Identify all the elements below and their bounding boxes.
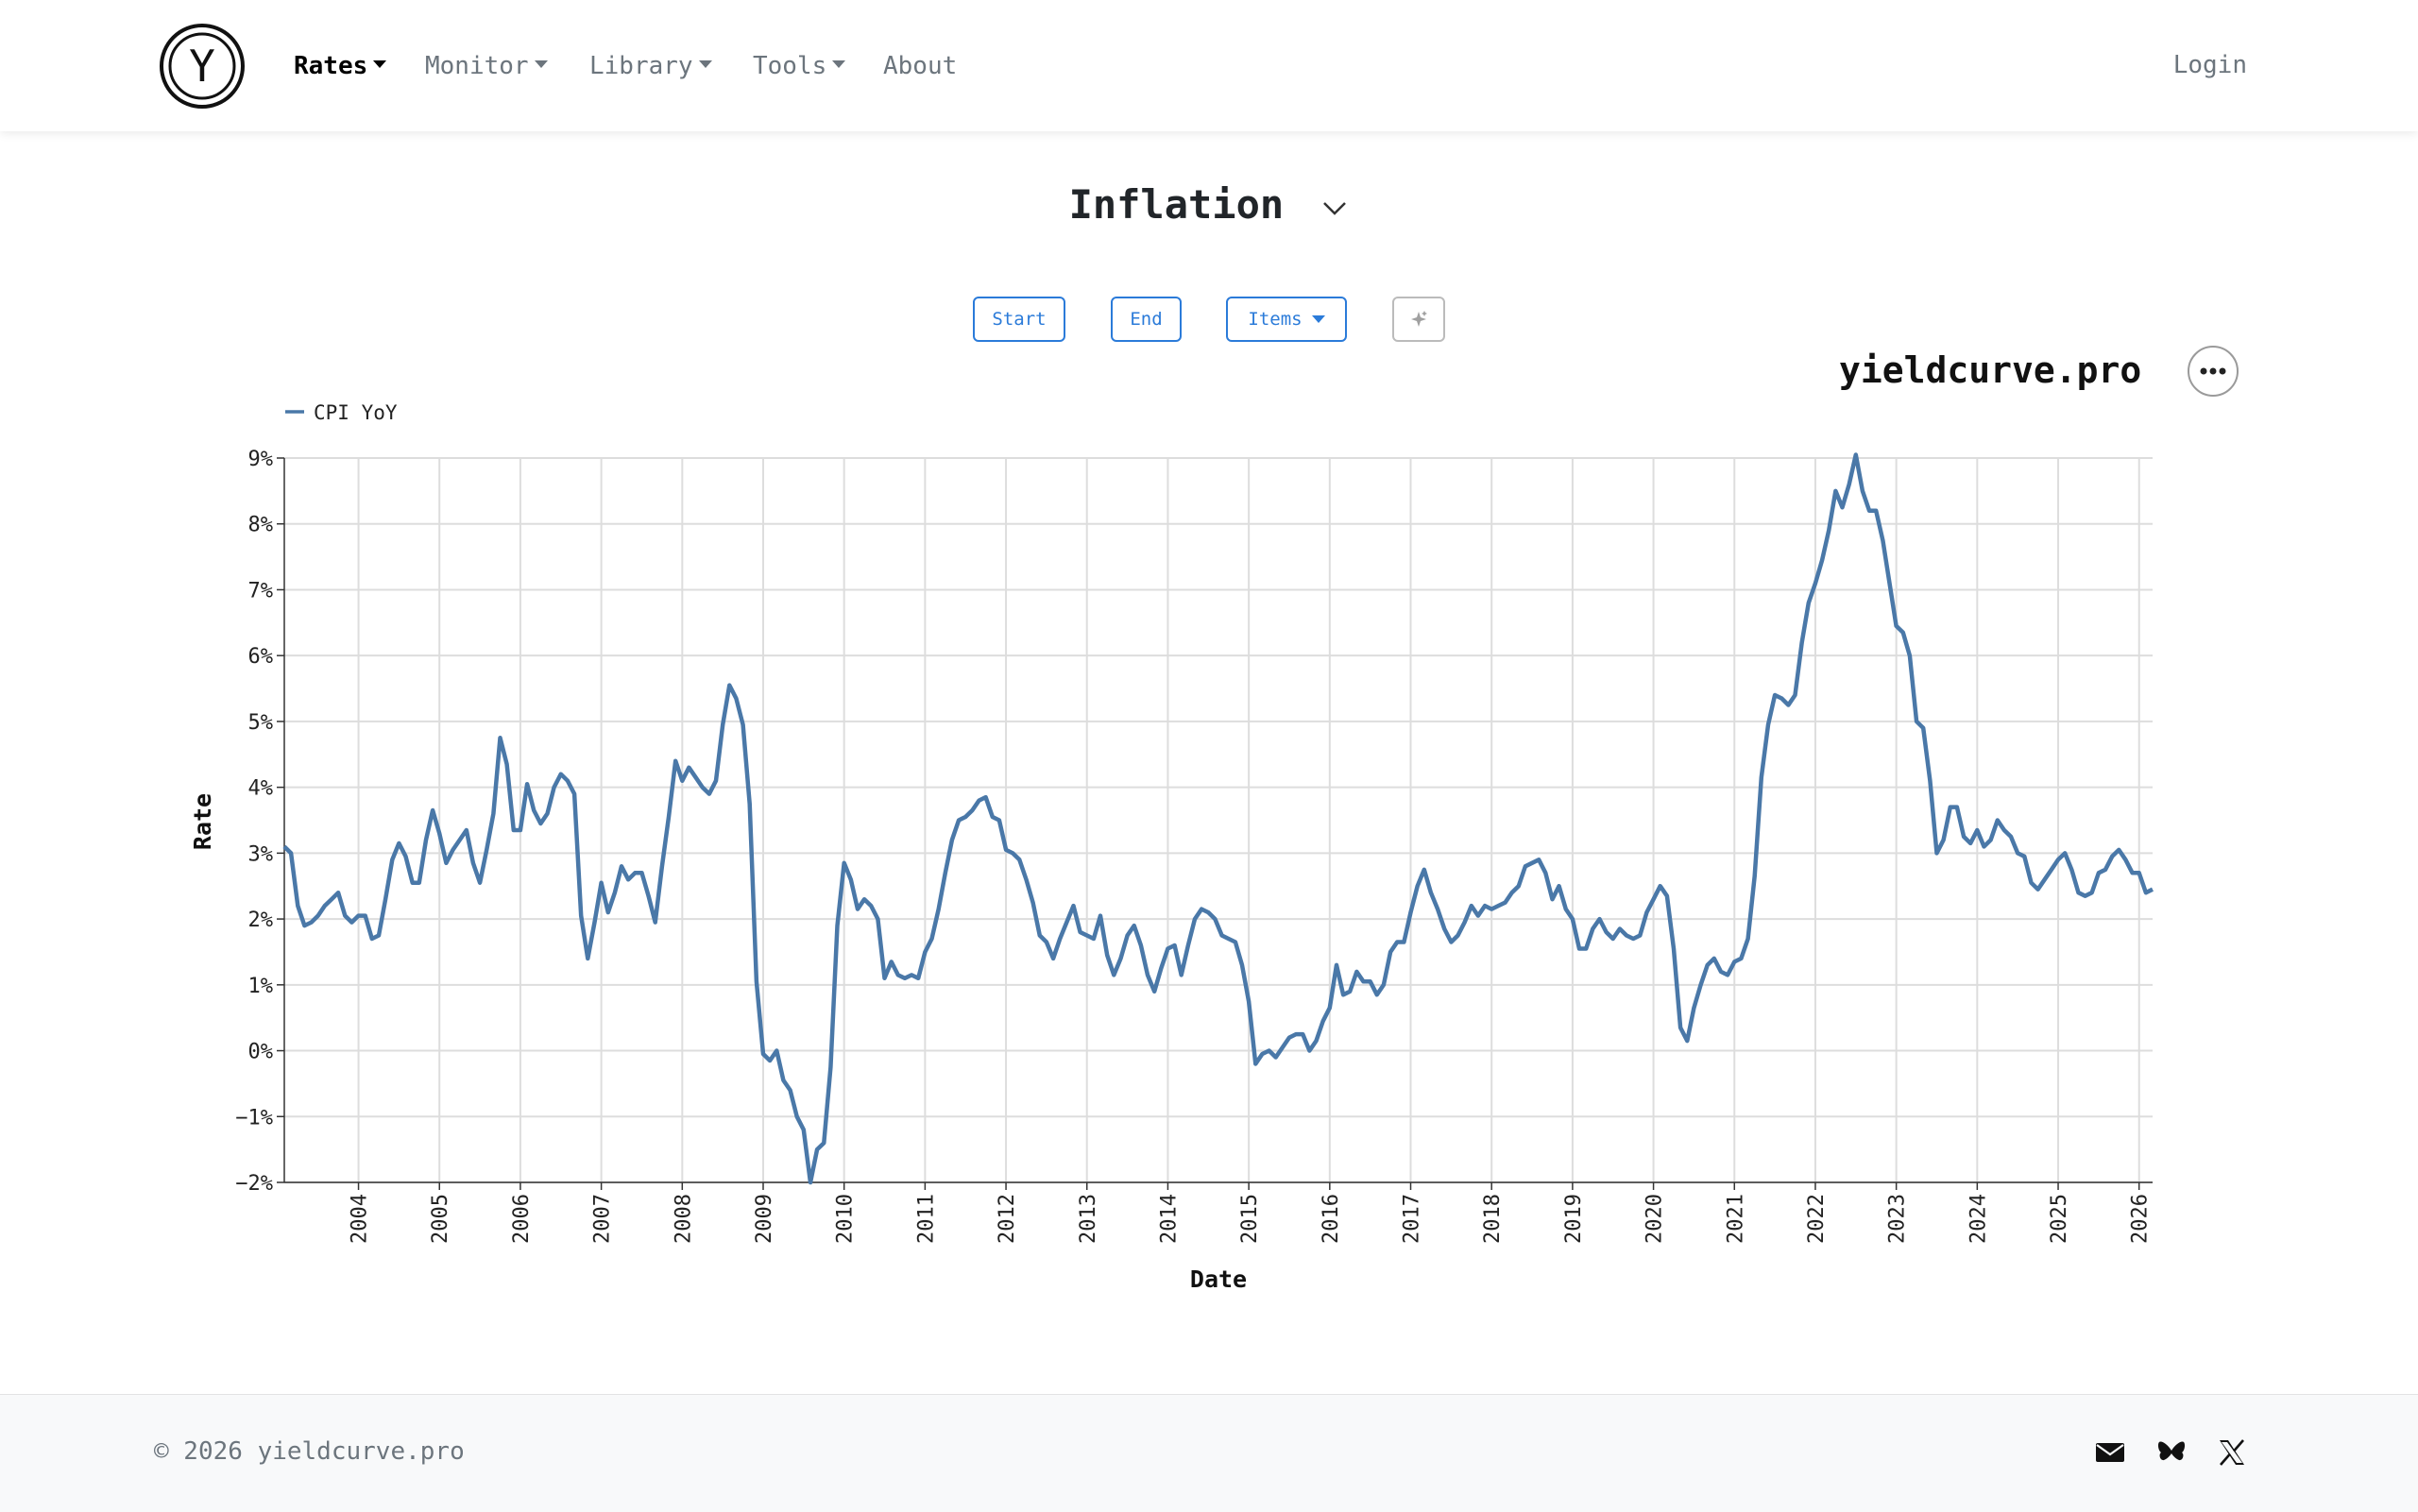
y-tick-label: 5%	[248, 711, 274, 735]
nav-monitor-label: Monitor	[425, 52, 529, 80]
chart-grid	[284, 457, 2153, 1183]
x-tick-label: 2019	[1562, 1194, 1586, 1244]
y-circle-logo[interactable]: Y	[159, 23, 246, 110]
nav-monitor[interactable]: Monitor	[425, 51, 548, 81]
items-button-label: Items	[1248, 309, 1303, 330]
x-tick-label: 2011	[914, 1194, 938, 1244]
x-tick-label: 2017	[1401, 1194, 1424, 1244]
brand-label: yieldcurve.pro	[1839, 349, 2142, 391]
nav-tools[interactable]: Tools	[753, 51, 846, 81]
login-link[interactable]: Login	[2172, 51, 2247, 79]
copyright-text: © 2026 yieldcurve.pro	[154, 1437, 465, 1466]
x-tick-label: 2020	[1643, 1194, 1667, 1244]
x-tick-label: 2014	[1157, 1194, 1181, 1244]
sparkle-icon	[1411, 311, 1427, 327]
end-button-label: End	[1130, 309, 1163, 330]
y-tick-label: −1%	[235, 1106, 273, 1130]
x-tick-label: 2004	[349, 1194, 372, 1244]
x-tick-label: 2023	[1886, 1194, 1910, 1244]
nav-tools-label: Tools	[753, 52, 827, 80]
x-tick-label: 2022	[1805, 1194, 1829, 1244]
x-tick-label: 2025	[2048, 1194, 2071, 1244]
sparkle-button[interactable]	[1392, 297, 1445, 342]
mail-icon[interactable]	[2095, 1437, 2125, 1468]
top-navbar: Y Rates Monitor Library Tools About Logi…	[0, 0, 2418, 131]
end-button[interactable]: End	[1111, 297, 1182, 342]
y-tick-label: −2%	[235, 1172, 273, 1196]
series-line-cpi-yoy	[282, 452, 2154, 1185]
x-tick-label: 2007	[591, 1194, 615, 1244]
y-tick-label: 8%	[248, 514, 274, 537]
x-tick-label: 2010	[834, 1194, 858, 1244]
start-button-label: Start	[992, 309, 1047, 330]
x-tick-label: 2012	[996, 1194, 1019, 1244]
x-tick-label: 2024	[1967, 1194, 1990, 1244]
y-tick-label: 0%	[248, 1041, 274, 1064]
svg-text:Y: Y	[189, 41, 215, 92]
page-title-row: Inflation	[0, 181, 2418, 228]
x-tick-label: 2006	[510, 1194, 534, 1244]
caret-down-icon	[373, 60, 387, 68]
y-axis-label: Rate	[189, 793, 216, 850]
x-tick-label: 2018	[1481, 1194, 1505, 1244]
x-tick-label: 2026	[2129, 1194, 2153, 1244]
x-tick-label: 2005	[429, 1194, 452, 1244]
butterfly-icon[interactable]	[2156, 1437, 2187, 1468]
y-tick-label: 9%	[248, 448, 274, 471]
caret-down-icon	[534, 60, 548, 68]
y-tick-label: 1%	[248, 975, 274, 998]
x-tick-label: 2015	[1238, 1194, 1262, 1244]
x-logo-icon[interactable]	[2217, 1437, 2247, 1468]
y-tick-label: 4%	[248, 777, 274, 801]
x-tick-label: 2021	[1724, 1194, 1747, 1244]
chart-legend: CPI YoY	[285, 401, 398, 424]
x-tick-label: 2009	[753, 1194, 776, 1244]
footer	[0, 1394, 2418, 1512]
x-tick-label: 2016	[1320, 1194, 1343, 1244]
page-title: Inflation	[1068, 181, 1285, 228]
nav-about[interactable]: About	[883, 51, 957, 81]
start-button[interactable]: Start	[973, 297, 1065, 342]
y-tick-label: 6%	[248, 645, 274, 669]
chart-series	[282, 452, 2154, 1185]
y-tick-label: 3%	[248, 842, 274, 866]
chart-axes: −2% −1% 0% 1% 2% 3% 4% 5% 6% 7% 8% 9% 2004 2005 2006 20…	[235, 448, 2153, 1244]
x-tick-label: 2013	[1077, 1194, 1100, 1244]
chevron-down-icon[interactable]	[1320, 198, 1349, 217]
more-horizontal-icon	[2200, 367, 2226, 375]
caret-down-icon	[1311, 315, 1325, 323]
nav-library[interactable]: Library	[589, 51, 712, 81]
nav-library-label: Library	[589, 52, 693, 80]
nav-rates-label: Rates	[294, 52, 368, 80]
y-tick-label: 7%	[248, 579, 274, 603]
x-axis-label: Date	[1190, 1266, 1247, 1293]
caret-down-icon	[832, 60, 846, 68]
items-dropdown-button[interactable]: Items	[1226, 297, 1347, 342]
nav-about-label: About	[883, 52, 958, 80]
y-tick-label: 2%	[248, 909, 274, 932]
caret-down-icon	[698, 60, 712, 68]
legend-label: CPI YoY	[314, 401, 398, 424]
more-options-button[interactable]	[2188, 346, 2239, 397]
x-tick-label: 2008	[672, 1194, 695, 1244]
nav-rates[interactable]: Rates	[294, 51, 387, 81]
inflation-line-chart: −2% −1% 0% 1% 2% 3% 4% 5% 6% 7% 8% 9% 2004 2005 2006 20…	[189, 401, 2154, 1293]
